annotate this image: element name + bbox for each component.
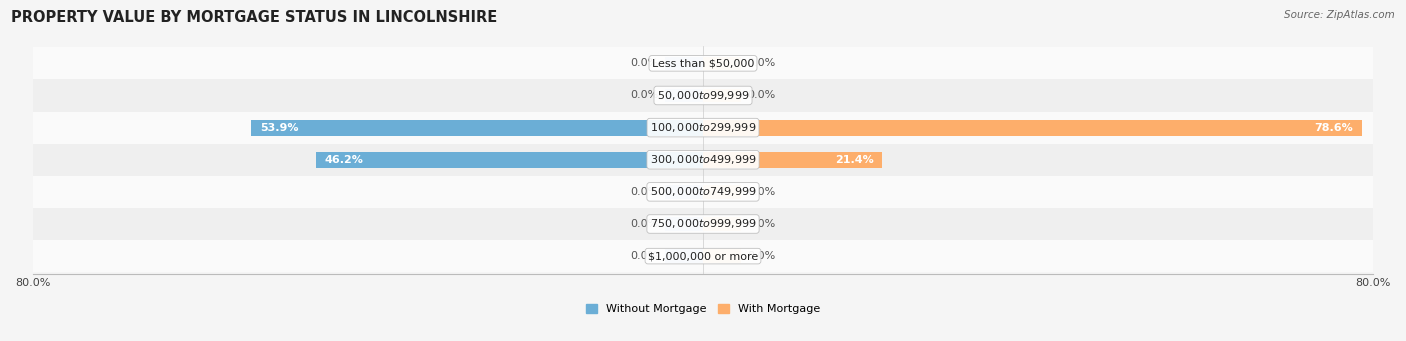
- Text: $100,000 to $299,999: $100,000 to $299,999: [650, 121, 756, 134]
- Text: 78.6%: 78.6%: [1315, 123, 1353, 133]
- Bar: [665, 89, 703, 102]
- Bar: [703, 185, 741, 199]
- Text: 0.0%: 0.0%: [630, 219, 658, 229]
- Bar: [32, 176, 1374, 208]
- Text: 0.0%: 0.0%: [630, 251, 658, 261]
- Bar: [32, 240, 1374, 272]
- Bar: [703, 249, 741, 263]
- Bar: [32, 79, 1374, 112]
- Text: 0.0%: 0.0%: [630, 187, 658, 197]
- Bar: [665, 217, 703, 231]
- Bar: [665, 185, 703, 199]
- Text: Less than $50,000: Less than $50,000: [652, 58, 754, 68]
- Bar: [32, 47, 1374, 79]
- Text: $50,000 to $99,999: $50,000 to $99,999: [657, 89, 749, 102]
- Text: PROPERTY VALUE BY MORTGAGE STATUS IN LINCOLNSHIRE: PROPERTY VALUE BY MORTGAGE STATUS IN LIN…: [11, 10, 498, 25]
- Bar: [703, 57, 741, 70]
- Bar: [32, 144, 1374, 176]
- Text: $750,000 to $999,999: $750,000 to $999,999: [650, 218, 756, 231]
- Bar: [32, 208, 1374, 240]
- Bar: [32, 112, 1374, 144]
- Text: 0.0%: 0.0%: [748, 58, 776, 68]
- Text: 21.4%: 21.4%: [835, 155, 875, 165]
- Text: 0.0%: 0.0%: [748, 251, 776, 261]
- Text: 46.2%: 46.2%: [325, 155, 363, 165]
- Text: 0.0%: 0.0%: [630, 58, 658, 68]
- Legend: Without Mortgage, With Mortgage: Without Mortgage, With Mortgage: [582, 299, 824, 318]
- Bar: [703, 120, 1361, 136]
- Text: $300,000 to $499,999: $300,000 to $499,999: [650, 153, 756, 166]
- Text: Source: ZipAtlas.com: Source: ZipAtlas.com: [1284, 10, 1395, 20]
- Text: 53.9%: 53.9%: [260, 123, 298, 133]
- Text: 0.0%: 0.0%: [748, 90, 776, 101]
- Bar: [703, 217, 741, 231]
- Bar: [703, 89, 741, 102]
- Bar: [316, 152, 703, 168]
- Text: 0.0%: 0.0%: [630, 90, 658, 101]
- Text: $1,000,000 or more: $1,000,000 or more: [648, 251, 758, 261]
- Text: 0.0%: 0.0%: [748, 219, 776, 229]
- Bar: [703, 152, 883, 168]
- Bar: [665, 249, 703, 263]
- Text: 0.0%: 0.0%: [748, 187, 776, 197]
- Text: $500,000 to $749,999: $500,000 to $749,999: [650, 186, 756, 198]
- Bar: [252, 120, 703, 136]
- Bar: [665, 57, 703, 70]
